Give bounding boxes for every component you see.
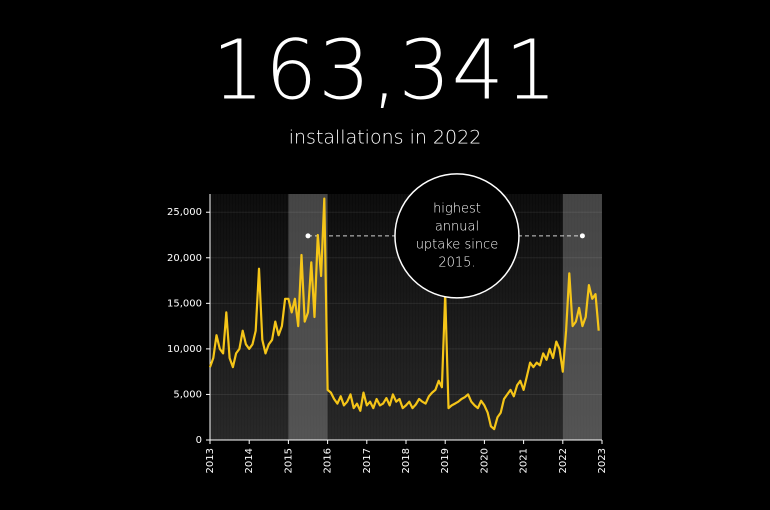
y-tick-label: 10,000 [167, 344, 202, 355]
x-tick-label: 2020 [479, 448, 490, 473]
annotation-text: annual [435, 219, 479, 234]
headline-number: 163,341 [212, 24, 558, 119]
y-tick-label: 0 [196, 435, 202, 446]
headline-subtitle: installations in 2022 [289, 127, 482, 149]
reference-dot [305, 233, 311, 239]
x-tick-label: 2017 [362, 448, 373, 473]
highlight-band [288, 194, 328, 440]
x-tick-label: 2021 [519, 448, 530, 473]
y-tick-label: 20,000 [167, 253, 202, 264]
y-tick-label: 5,000 [173, 389, 202, 400]
x-tick-label: 2019 [440, 448, 451, 473]
x-tick-label: 2022 [558, 448, 569, 473]
x-tick-label: 2016 [323, 448, 334, 473]
x-tick-label: 2023 [597, 448, 608, 473]
x-tick-label: 2018 [401, 448, 412, 473]
y-tick-label: 25,000 [167, 207, 202, 218]
x-tick-label: 2013 [205, 448, 216, 473]
y-tick-label: 15,000 [167, 298, 202, 309]
reference-dot [579, 233, 585, 239]
x-tick-label: 2015 [283, 448, 294, 473]
highlight-band [562, 194, 602, 440]
data-line [208, 197, 600, 431]
x-tick-label: 2014 [244, 448, 255, 473]
annotation-circle [394, 173, 520, 299]
annotation-text: uptake since [416, 237, 499, 252]
annotation-text: 2015. [438, 255, 475, 270]
annotation-text: highest [433, 201, 481, 216]
